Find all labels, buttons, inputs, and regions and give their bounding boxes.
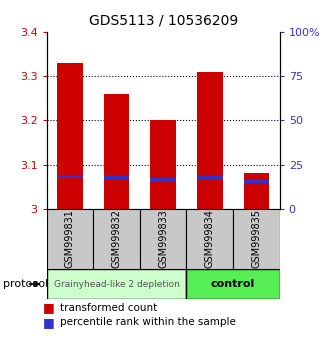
Bar: [104, 175, 129, 179]
Text: GSM999834: GSM999834: [205, 210, 215, 268]
Text: GSM999831: GSM999831: [65, 210, 75, 268]
Text: percentile rank within the sample: percentile rank within the sample: [60, 317, 236, 327]
Bar: [57, 63, 83, 209]
Bar: [47, 209, 93, 269]
Bar: [186, 269, 280, 299]
Text: GSM999835: GSM999835: [251, 210, 261, 268]
Text: ■: ■: [43, 316, 55, 329]
Bar: [151, 120, 176, 209]
Text: GSM999833: GSM999833: [158, 210, 168, 268]
Text: GSM999832: GSM999832: [112, 210, 122, 268]
Bar: [186, 209, 233, 269]
Bar: [47, 269, 186, 299]
Bar: [244, 173, 269, 209]
Title: GDS5113 / 10536209: GDS5113 / 10536209: [89, 14, 238, 28]
Text: Grainyhead-like 2 depletion: Grainyhead-like 2 depletion: [54, 280, 179, 289]
Text: control: control: [211, 279, 255, 289]
Bar: [197, 72, 222, 209]
Text: ■: ■: [43, 302, 55, 314]
Bar: [233, 209, 280, 269]
Bar: [151, 178, 176, 182]
Bar: [57, 175, 83, 178]
Bar: [93, 209, 140, 269]
Bar: [197, 175, 222, 179]
Text: transformed count: transformed count: [60, 303, 157, 313]
Text: protocol: protocol: [3, 279, 49, 289]
Bar: [104, 94, 129, 209]
Bar: [140, 209, 186, 269]
Bar: [244, 179, 269, 183]
